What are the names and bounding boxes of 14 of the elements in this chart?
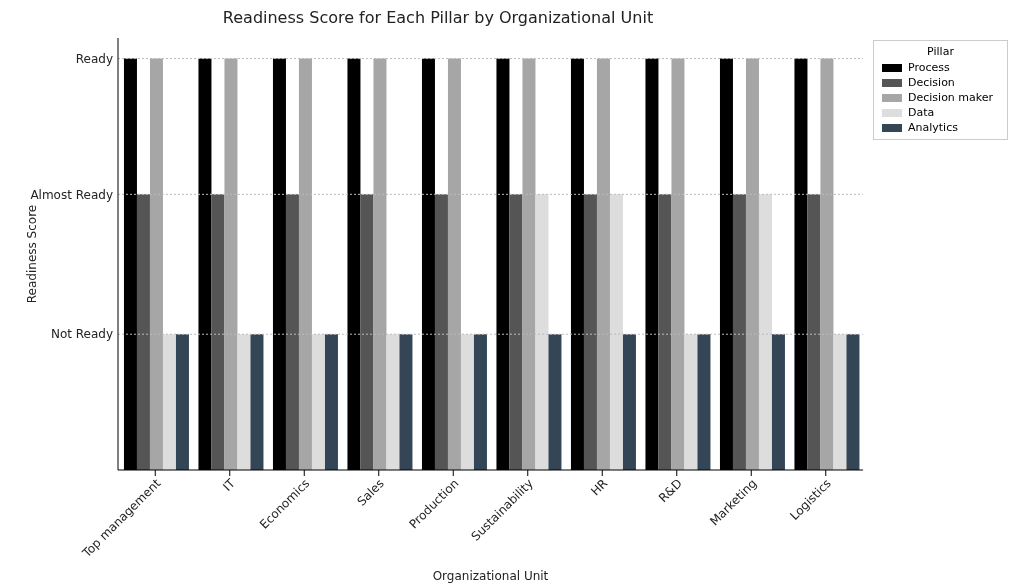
legend-label: Process xyxy=(908,60,950,75)
ref-line-label: Ready xyxy=(75,51,113,66)
x-axis-title: Organizational Unit xyxy=(432,569,549,583)
legend-title: Pillar xyxy=(926,45,955,58)
y-axis-title: Readiness Score xyxy=(25,204,40,304)
legend-label: Decision xyxy=(908,75,955,90)
legend-label: Analytics xyxy=(908,120,958,135)
x-tick-label: IT xyxy=(220,475,239,494)
legend-label: Decision maker xyxy=(908,90,994,105)
ref-line-label: Not Ready xyxy=(50,327,113,342)
legend-label: Data xyxy=(908,105,935,120)
x-tick-label: HR xyxy=(588,476,611,499)
ref-line-label: Almost Ready xyxy=(30,187,113,202)
chart-title: Readiness Score for Each Pillar by Organizational Unit xyxy=(221,8,655,29)
